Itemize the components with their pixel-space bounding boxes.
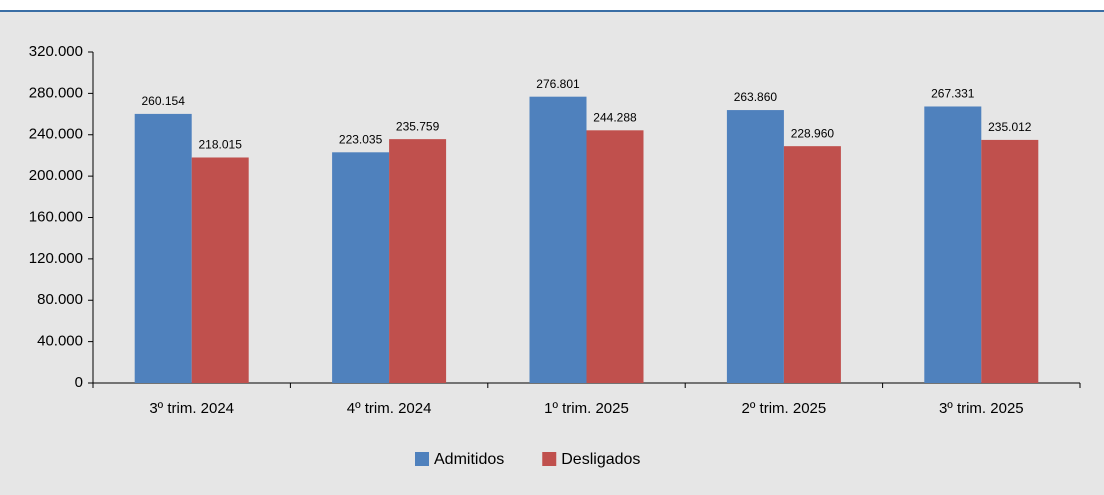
x-tick-label: 3º trim. 2025 (939, 400, 1024, 417)
x-tick-label: 3º trim. 2024 (149, 400, 234, 417)
legend-label: Desligados (561, 451, 640, 468)
value-label: 276.801 (536, 77, 580, 91)
bar (191, 157, 249, 383)
bar (332, 152, 390, 383)
x-tick-label: 1º trim. 2025 (544, 400, 629, 417)
value-label: 267.331 (931, 87, 975, 101)
y-tick-label: 320.000 (29, 43, 83, 60)
y-tick-label: 200.000 (29, 167, 83, 184)
x-tick-label: 2º trim. 2025 (742, 400, 827, 417)
value-label: 223.035 (339, 132, 383, 146)
y-tick-label: 280.000 (29, 84, 83, 101)
legend-swatch (415, 452, 429, 466)
value-label: 235.012 (988, 120, 1032, 134)
bar (726, 110, 784, 383)
bar (134, 113, 192, 384)
bar (924, 106, 982, 384)
legend-label: Admitidos (434, 451, 504, 468)
value-label: 228.960 (791, 126, 835, 140)
x-tick-label: 4º trim. 2024 (347, 400, 432, 417)
bar (981, 139, 1039, 383)
bar (529, 96, 587, 384)
legend-swatch (542, 452, 557, 466)
y-tick-label: 80.000 (37, 291, 83, 308)
y-tick-label: 40.000 (37, 333, 83, 350)
value-label: 263.860 (734, 90, 778, 104)
value-label: 244.288 (593, 110, 637, 124)
bar (586, 130, 644, 383)
value-label: 260.154 (142, 94, 186, 108)
y-tick-label: 120.000 (29, 250, 83, 267)
bar (389, 139, 447, 383)
value-label: 235.759 (396, 119, 440, 133)
y-tick-label: 0 (75, 374, 83, 391)
y-tick-label: 160.000 (29, 208, 83, 225)
value-label: 218.015 (199, 138, 243, 152)
y-tick-label: 240.000 (29, 126, 83, 143)
bar (783, 146, 841, 383)
